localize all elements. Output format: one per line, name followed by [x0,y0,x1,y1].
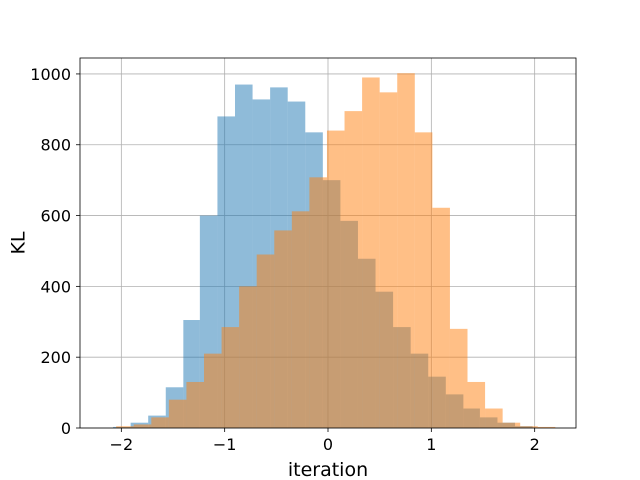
histogram-bar [151,417,169,428]
y-tick-label: 0 [61,419,71,438]
histogram-bar [274,230,292,428]
histogram-bar [432,207,450,428]
y-tick-label: 600 [40,207,71,226]
histogram-bar [379,92,398,429]
histogram-bar [133,424,152,428]
x-axis-label: iteration [288,459,368,480]
histogram-bar [204,353,222,428]
histogram-bar [168,399,187,428]
histogram-series-2 [116,73,556,429]
x-tick-label: 2 [530,435,540,454]
histogram-bar [326,130,345,428]
histogram-bar [414,132,433,428]
histogram-bar [309,177,327,428]
x-tick-label: −1 [213,435,237,454]
histogram-bar [256,254,275,428]
histogram-bars [113,73,556,429]
x-tick-label: 1 [426,435,436,454]
y-axis-label: KL [8,231,30,254]
y-tick-label: 400 [40,277,71,296]
histogram-bar [116,426,134,428]
histogram-bar [291,211,310,428]
histogram-bar [520,426,538,428]
histogram-bar [239,286,257,428]
axis-ticks: −2 −1 0 1 2 0 200 400 600 800 1000 [30,65,539,454]
histogram-bar [467,381,486,428]
y-tick-label: 800 [40,136,71,155]
histogram-bar [397,73,415,428]
x-tick-label: −2 [110,435,134,454]
histogram-bar [485,408,503,428]
histogram-bar [221,327,240,428]
histogram-bar [502,422,521,428]
histogram-bar [537,426,556,428]
histogram-bar [344,111,363,428]
y-tick-label: 1000 [30,65,71,84]
histogram-bar [186,381,204,428]
histogram-bar [362,77,380,428]
y-tick-label: 200 [40,348,71,367]
histogram-bar [449,328,468,428]
x-tick-label: 0 [323,435,333,454]
